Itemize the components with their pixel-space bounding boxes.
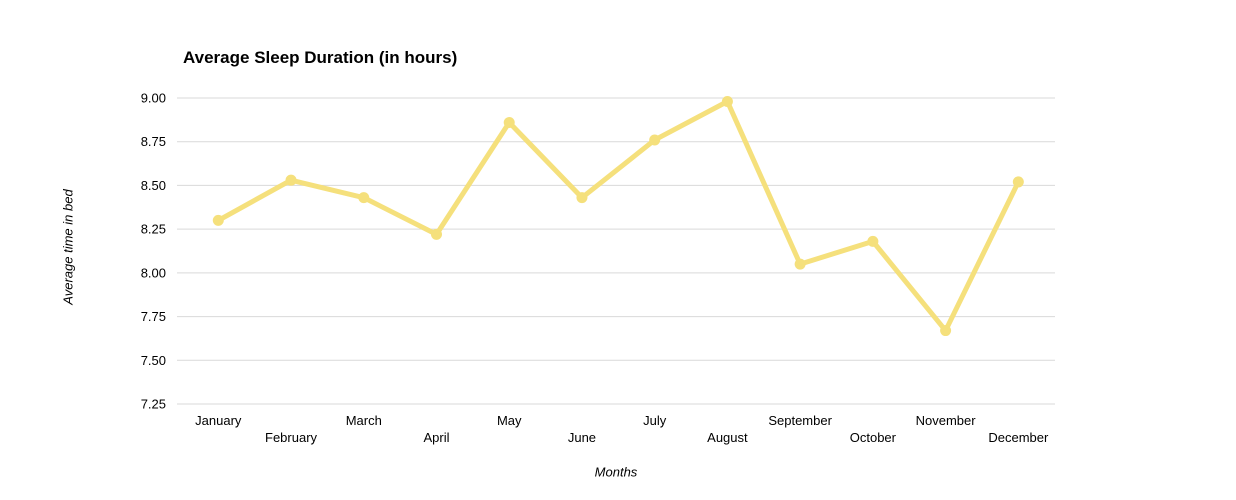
x-tick-label: February [265, 430, 318, 445]
x-tick-label: January [195, 413, 242, 428]
data-point-marker[interactable] [285, 174, 297, 186]
data-point-marker[interactable] [721, 95, 733, 107]
x-tick-label: June [568, 430, 596, 445]
x-tick-label: April [423, 430, 449, 445]
data-point-marker[interactable] [430, 228, 442, 240]
data-point-marker[interactable] [212, 214, 224, 226]
data-point-marker[interactable] [940, 325, 952, 337]
y-tick-label: 7.25 [141, 397, 166, 412]
data-point-marker[interactable] [503, 116, 515, 128]
x-tick-label: December [988, 430, 1049, 445]
y-tick-label: 8.50 [141, 178, 166, 193]
chart-title: Average Sleep Duration (in hours) [183, 48, 458, 67]
data-point-marker[interactable] [1012, 176, 1024, 188]
x-axis-title: Months [594, 464, 638, 480]
y-tick-label: 7.75 [141, 309, 166, 324]
data-point-marker[interactable] [649, 134, 661, 146]
y-tick-label: 7.50 [141, 353, 166, 368]
y-tick-label: 8.75 [141, 134, 166, 149]
x-tick-label: November [916, 413, 977, 428]
series-line [215, 98, 1021, 334]
data-point-marker[interactable] [358, 192, 370, 204]
x-tick-label: September [768, 413, 832, 428]
data-point-marker[interactable] [576, 192, 588, 204]
x-tick-label: October [850, 430, 897, 445]
data-point-marker[interactable] [794, 258, 806, 270]
y-tick-label: 8.00 [141, 265, 166, 280]
x-tick-label: March [346, 413, 382, 428]
y-tick-label: 9.00 [141, 91, 166, 106]
x-tick-label: May [497, 413, 522, 428]
x-tick-label: July [643, 413, 667, 428]
x-tick-label: August [707, 430, 748, 445]
data-point-marker[interactable] [867, 235, 879, 247]
y-tick-label: 8.25 [141, 222, 166, 237]
